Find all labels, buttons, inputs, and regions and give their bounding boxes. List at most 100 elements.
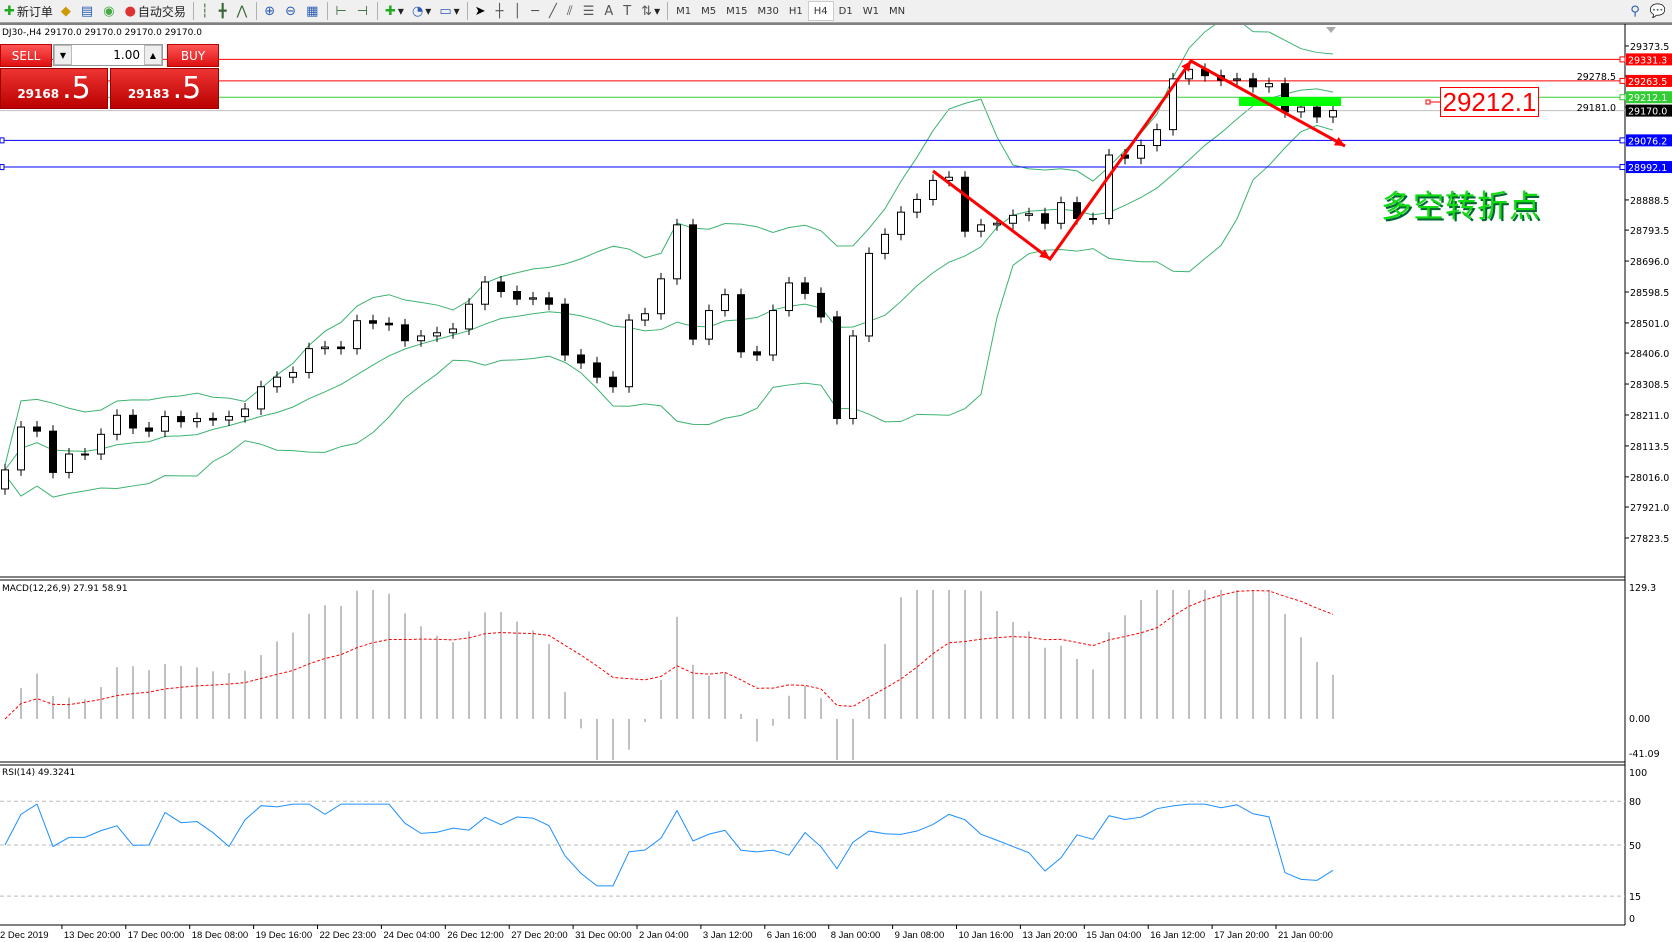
lot-input[interactable] — [72, 48, 144, 62]
text-button[interactable]: A — [600, 1, 619, 22]
search-icon: ⚲ — [1630, 3, 1640, 19]
autoscroll-button[interactable]: ⊢ — [331, 1, 352, 22]
navigator-button[interactable]: ◆ — [57, 1, 77, 22]
price-tick-label: 28211.0 — [1630, 411, 1669, 422]
price-tick-label: 28598.5 — [1630, 288, 1669, 299]
timeframe-mn[interactable]: MN — [888, 5, 906, 17]
candle — [593, 362, 601, 378]
turning-zone[interactable] — [1239, 97, 1341, 106]
price-line-label: 29170.0 — [1628, 107, 1667, 118]
buy-price-button[interactable]: 29183.5 — [110, 68, 219, 109]
arrows-button[interactable]: ⇅ ▾ — [637, 1, 664, 22]
search-button[interactable]: ⚲ — [1626, 1, 1646, 22]
price-line-label-bg — [1626, 91, 1672, 104]
separator — [667, 2, 669, 20]
timeframe-m30[interactable]: M30 — [757, 5, 779, 17]
timeframe-m1[interactable]: M1 — [676, 5, 692, 17]
bollinger-lower — [4, 124, 1334, 498]
tile-windows-button[interactable]: ▦ — [302, 1, 324, 22]
candle — [465, 303, 473, 330]
indicators-button[interactable]: ✚ ▾ — [381, 1, 408, 22]
chart-shift-marker-icon — [1326, 27, 1336, 33]
candle — [849, 335, 857, 419]
candle — [129, 414, 137, 429]
timeframe-h1[interactable]: H1 — [788, 5, 803, 17]
price-annotation-label[interactable]: 29212.1 — [1440, 87, 1539, 117]
sell-button[interactable]: SELL — [0, 44, 52, 67]
time-tick-label: 18 Dec 08:00 — [192, 930, 249, 941]
line-handle[interactable] — [1619, 137, 1626, 144]
line-handle[interactable] — [1619, 56, 1626, 63]
candle — [449, 328, 457, 334]
lot-increase-button[interactable]: ▲ — [144, 45, 162, 65]
zoom-out-button[interactable]: ⊖ — [281, 1, 302, 22]
line-handle[interactable] — [0, 164, 5, 171]
sell-price-button[interactable]: 29168.5 — [0, 68, 108, 109]
price-line-label-bg — [1626, 53, 1672, 66]
trend-arrow-path[interactable] — [932, 59, 1346, 262]
turning-point-annotation[interactable]: 多空转折点 — [1381, 189, 1541, 225]
timeframe-h4[interactable]: H4 — [807, 1, 834, 21]
candle — [1233, 78, 1241, 81]
separator — [256, 2, 258, 20]
timeframe-bar: M1 M5 M15 M30 H1 H4 D1 W1 MN — [671, 1, 910, 21]
line-handle[interactable] — [1619, 164, 1626, 171]
horizontal-line-button[interactable]: ─ — [527, 1, 545, 22]
vertical-line-button[interactable]: │ — [509, 1, 527, 22]
candle — [529, 297, 537, 300]
periods-button[interactable]: ◔ ▾ — [408, 1, 435, 22]
time-tick-label: 3 Jan 12:00 — [703, 930, 753, 941]
separator — [377, 2, 379, 20]
candle — [49, 430, 57, 473]
separator — [466, 2, 468, 20]
candle — [193, 417, 201, 423]
chat-icon: 💬 — [1649, 3, 1666, 19]
chat-button[interactable]: 💬 — [1646, 1, 1672, 22]
candle — [545, 297, 553, 305]
trendline-button[interactable]: ╱ — [545, 1, 563, 22]
signals-button[interactable]: ◉ — [99, 1, 120, 22]
candle — [401, 324, 409, 342]
zoom-in-button[interactable]: ⊕ — [260, 1, 281, 22]
chart-shift-button[interactable]: ⊣ — [353, 1, 374, 22]
cursor-button[interactable]: ➤ — [471, 1, 492, 22]
line-chart-button[interactable]: ⋀ — [233, 1, 254, 22]
bar-chart-button[interactable]: ┆ — [197, 1, 215, 22]
annotation-handle[interactable] — [1425, 99, 1431, 105]
candle — [1169, 78, 1177, 131]
text-label-button[interactable]: T — [619, 1, 637, 22]
price-line-label: 29076.2 — [1628, 136, 1667, 147]
fibonacci-button[interactable]: ☰ — [579, 1, 601, 22]
timeframe-d1[interactable]: D1 — [838, 5, 853, 17]
arrow-head-icon — [1039, 249, 1050, 259]
buy-button[interactable]: BUY — [167, 44, 219, 67]
time-tick-label: 26 Dec 12:00 — [447, 930, 504, 941]
candle — [561, 303, 569, 356]
line-handle[interactable] — [0, 137, 5, 144]
candlestick-button[interactable]: ╋ — [215, 1, 233, 22]
candle — [1, 469, 9, 490]
timeframe-m15[interactable]: M15 — [726, 5, 748, 17]
price-line-label: 29331.3 — [1628, 55, 1667, 66]
candle — [609, 376, 617, 388]
line-handle[interactable] — [1619, 94, 1626, 101]
channel-button[interactable]: ⫽ — [563, 1, 579, 22]
templates-button[interactable]: ▭ ▾ — [435, 1, 463, 22]
terminal-button[interactable]: ▤ — [77, 1, 99, 22]
line-handle[interactable] — [1619, 77, 1626, 84]
lot-decrease-button[interactable]: ▼ — [54, 45, 72, 65]
price-tick-label: 29278.5 — [1577, 72, 1616, 83]
auto-trading-button[interactable]: ● 自动交易 — [121, 1, 190, 22]
arrow-head-icon — [1181, 61, 1191, 72]
crosshair-button[interactable]: ┼ — [492, 1, 510, 22]
lot-stepper[interactable]: ▼ ▲ — [53, 44, 163, 66]
crosshair-icon: ┼ — [495, 3, 504, 19]
price-tick-label: 28793.5 — [1630, 226, 1669, 237]
timeframe-w1[interactable]: W1 — [862, 5, 879, 17]
new-order-icon: ✚ — [4, 3, 15, 19]
new-order-button[interactable]: ✚ 新订单 — [0, 1, 57, 22]
new-order-label: 新订单 — [16, 4, 53, 19]
timeframe-m5[interactable]: M5 — [701, 5, 717, 17]
price-line-label: 29212.1 — [1628, 93, 1667, 104]
